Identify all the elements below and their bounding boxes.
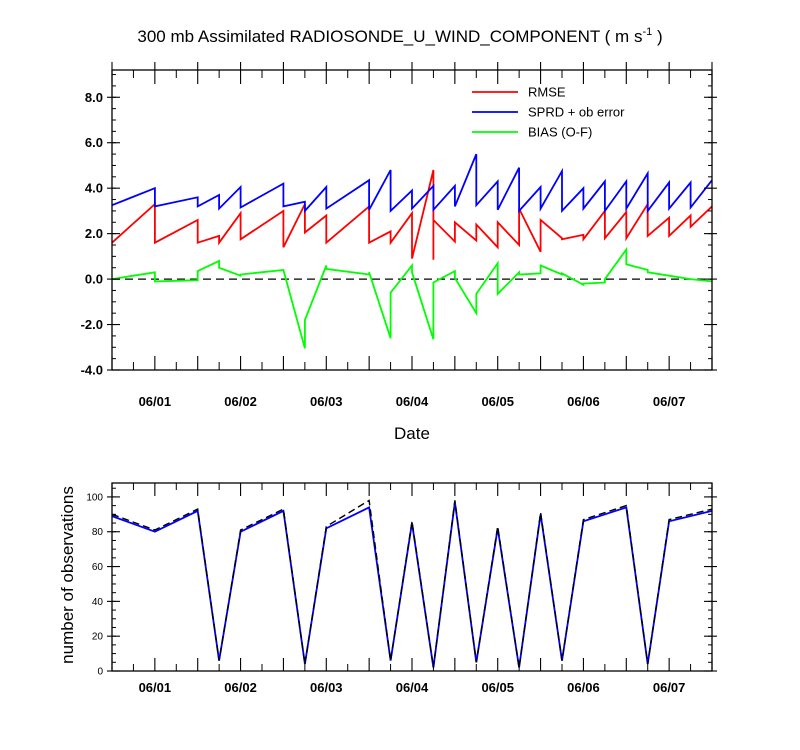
series-line-1 — [111, 153, 713, 214]
series-line-0 — [111, 169, 713, 260]
y-axis-title: number of observations — [58, 486, 77, 664]
y-tick-label: 80 — [92, 527, 104, 538]
plot-frame — [111, 482, 713, 672]
y-tick-label: 60 — [92, 562, 104, 573]
y-tick-label: 0 — [97, 667, 103, 678]
series-line-2 — [111, 246, 713, 349]
y-tick-label: 8.0 — [85, 90, 103, 105]
y-tick-label: -4.0 — [81, 363, 103, 378]
x-tick-label: 06/02 — [224, 394, 257, 409]
x-tick-label: 06/05 — [481, 680, 514, 695]
legend-label-0: RMSE — [528, 85, 566, 100]
x-tick-label: 06/04 — [396, 394, 429, 409]
y-tick-label: 4.0 — [85, 181, 103, 196]
x-tick-label: 06/01 — [139, 394, 172, 409]
y-tick-label: -2.0 — [81, 317, 103, 332]
x-tick-label: 06/03 — [310, 394, 343, 409]
x-tick-label: 06/05 — [481, 394, 514, 409]
x-tick-label: 06/07 — [653, 680, 686, 695]
y-tick-label: 20 — [92, 632, 104, 643]
x-tick-label: 06/03 — [310, 680, 343, 695]
x-tick-label: 06/02 — [224, 680, 257, 695]
legend-label-2: BIAS (O-F) — [528, 125, 592, 140]
series-line-0 — [111, 501, 713, 668]
y-tick-label: 2.0 — [85, 226, 103, 241]
x-tick-label: 06/04 — [396, 680, 429, 695]
y-tick-label: 100 — [86, 492, 103, 503]
x-tick-label: 06/07 — [653, 394, 686, 409]
chart-title: 300 mb Assimilated RADIOSONDE_U_WIND_COM… — [137, 26, 662, 46]
y-tick-label: 40 — [92, 597, 104, 608]
top-chart: 06/01 06/02 06/03 06/04 06/05 06/06 06/07 -4.0 -… — [81, 62, 717, 409]
bottom-chart: 06/01 06/02 06/03 06/04 06/05 06/06 06/07 0 20 40… — [86, 482, 717, 695]
series-line-1 — [111, 499, 713, 668]
y-tick-label: 0.0 — [85, 272, 103, 287]
legend-label-1: SPRD + ob error — [528, 105, 625, 120]
x-axis-title: Date — [394, 424, 430, 443]
x-tick-label: 06/06 — [567, 680, 600, 695]
x-tick-label: 06/01 — [139, 680, 172, 695]
y-tick-label: 6.0 — [85, 135, 103, 150]
x-tick-label: 06/06 — [567, 394, 600, 409]
